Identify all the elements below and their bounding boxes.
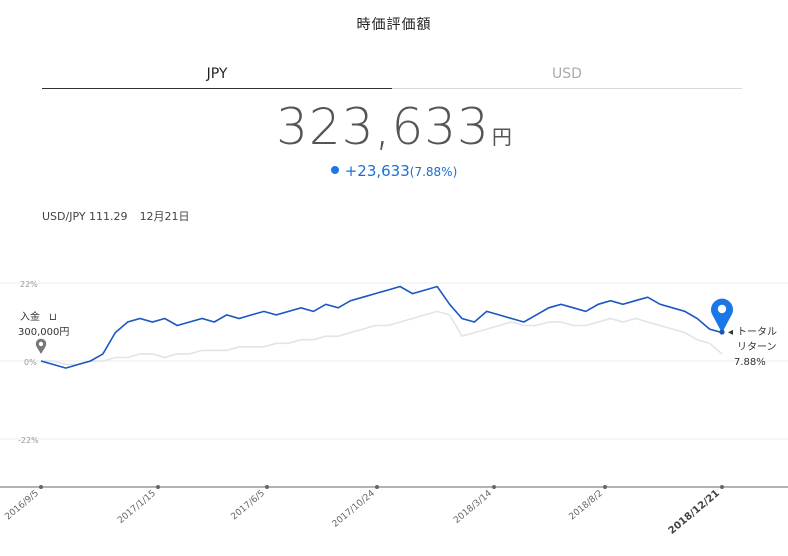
x-tick-group: 2016/9/5 2017/1/15 2017/6/5 2017/10/24 2018/… [4, 485, 724, 537]
x-tick-label: 2018/3/14 [452, 488, 494, 525]
x-tick-mark [375, 485, 379, 489]
current-location-pin-icon[interactable] [711, 298, 734, 333]
total-return-value: 7.88% [734, 357, 766, 368]
x-tick-label: 2017/6/5 [230, 489, 267, 523]
y-tick-top: 22% [20, 280, 38, 289]
change-dot-icon [330, 166, 339, 174]
deposit-icon: ⊔ [49, 312, 57, 323]
x-tick-mark [39, 485, 43, 489]
tab-usd[interactable]: USD [392, 60, 742, 89]
valuation-unit: 円 [491, 125, 512, 149]
y-tick-zero: 0% [24, 358, 37, 367]
fx-rate: USD/JPY 111.29 [42, 210, 128, 223]
total-return-label-1: トータル [737, 326, 777, 338]
total-return-label-2: リターン [737, 341, 777, 353]
x-tick-label: 2016/9/5 [4, 489, 41, 523]
deposit-pin-icon [35, 338, 47, 354]
current-point-dot [719, 329, 725, 335]
valuation-number: 323,633 [276, 98, 490, 156]
benchmark-series-line [41, 310, 723, 366]
tab-jpy[interactable]: JPY [42, 60, 392, 89]
change-percent: (7.88%) [409, 165, 458, 179]
currency-tabs: JPY USD [42, 60, 742, 90]
x-tick-label: 2018/8/2 [568, 489, 605, 523]
page-title: 時価評価額 [356, 17, 432, 33]
x-tick-mark [603, 485, 607, 489]
x-tick-label: 2017/10/24 [331, 488, 377, 529]
fx-rate-info: USD/JPY 111.29 12月21日 [42, 208, 202, 224]
portfolio-series-line [40, 285, 723, 369]
valuation-change: +23,633(7.88%) [0, 162, 788, 180]
x-tick-mark [720, 485, 724, 489]
x-tick-label: 2017/1/15 [116, 489, 158, 526]
x-tick-mark [265, 485, 269, 489]
deposit-amount: 300,000円 [18, 327, 69, 338]
x-tick-mark [492, 485, 496, 489]
x-tick-label: 2018/12/21 [667, 488, 722, 537]
deposit-label: 入金 [20, 310, 40, 323]
x-tick-mark [156, 485, 160, 489]
change-amount: +23,633 [344, 162, 410, 180]
valuation-amount: 323,633 円 [0, 98, 788, 156]
y-tick-bottom: -22% [18, 436, 39, 445]
fx-date: 12月21日 [139, 210, 190, 223]
total-return-arrow-icon: ◂ [728, 327, 733, 338]
